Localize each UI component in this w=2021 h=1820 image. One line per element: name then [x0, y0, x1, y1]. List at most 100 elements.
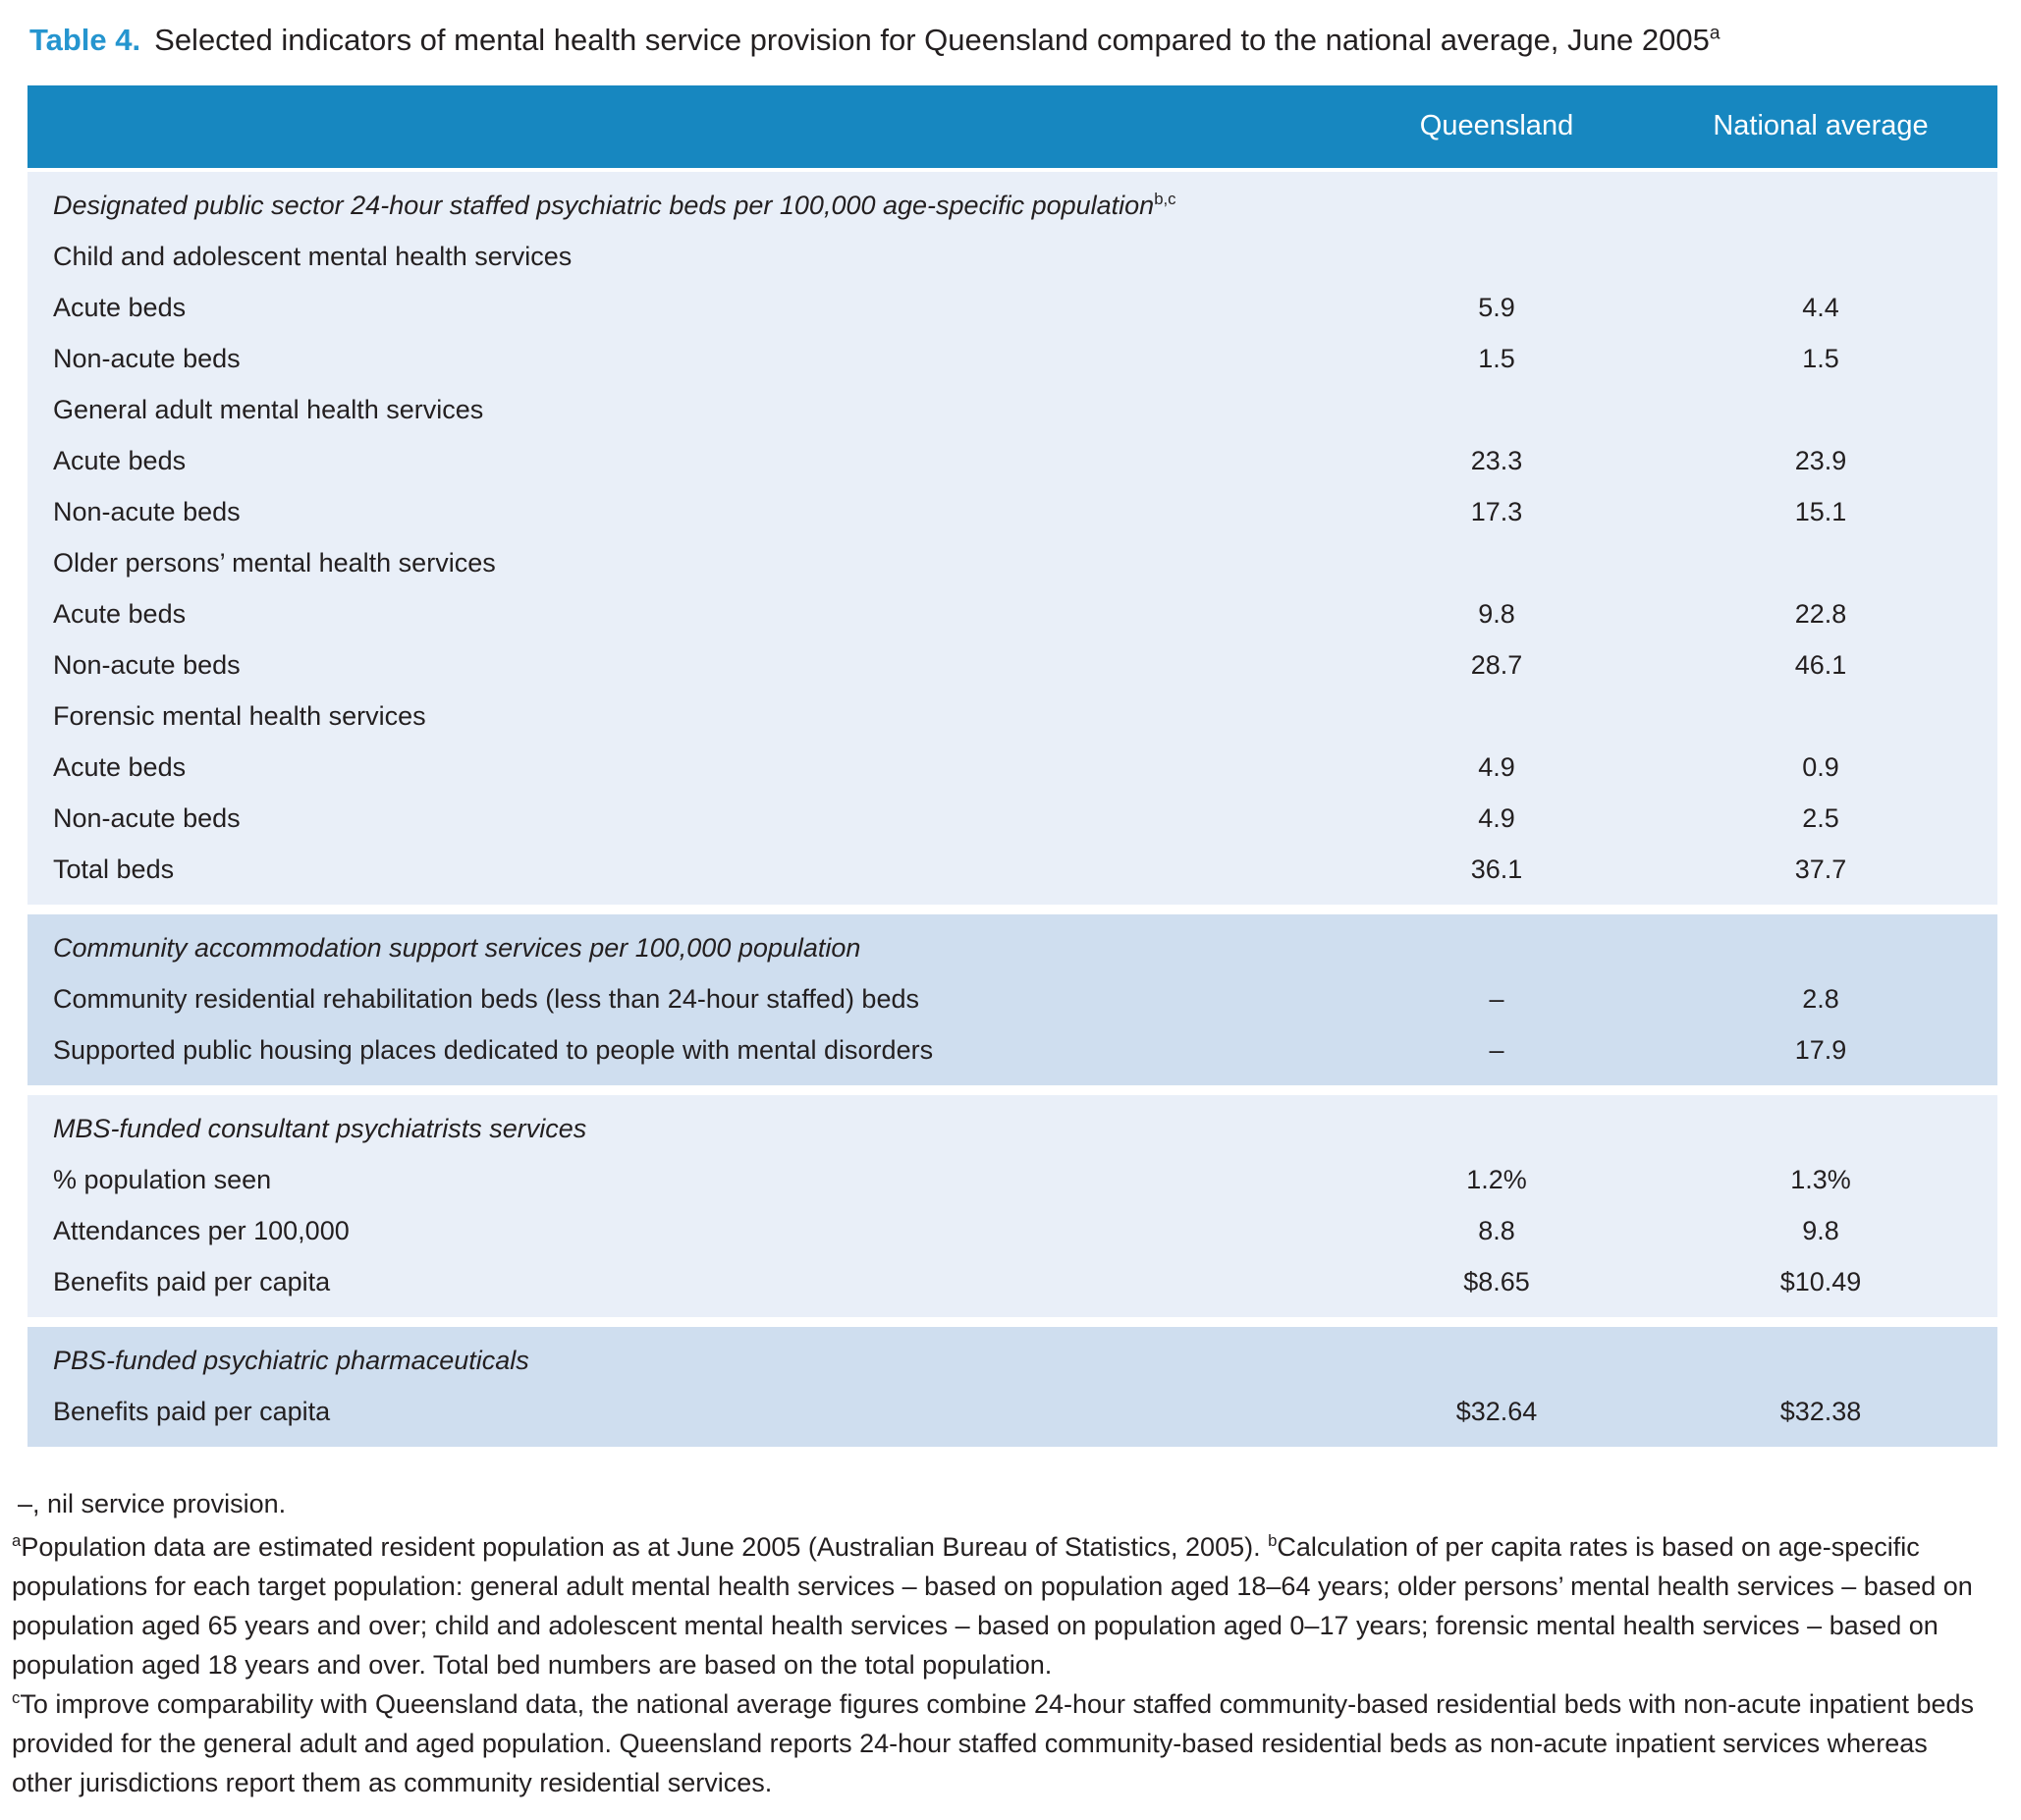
national-value: 9.8 [1802, 1216, 1839, 1246]
national-value: 1.5 [1802, 344, 1839, 374]
row-label: Acute beds [53, 293, 187, 323]
national-value: 37.7 [1794, 855, 1847, 885]
footnote-c-text: To improve comparability with Queensland… [12, 1688, 1975, 1797]
row-label: Acute beds [53, 599, 187, 630]
row-label: Acute beds [53, 446, 187, 476]
table-section-community-accommodation: Community accommodation support services… [27, 913, 1997, 1085]
table-row: Benefits paid per capita $8.65 $10.49 [27, 1257, 1997, 1308]
national-value: 23.9 [1794, 446, 1847, 476]
section-heading-text: Designated public sector 24-hour staffed… [53, 191, 1155, 221]
row-label: Non-acute beds [53, 497, 241, 527]
table-row: Acute beds 5.9 4.4 [27, 283, 1997, 334]
national-value: 15.1 [1794, 497, 1847, 527]
footnote-ab: aPopulation data are estimated resident … [12, 1527, 1994, 1684]
table-footnotes: –, nil service provision. aPopulation da… [12, 1484, 1994, 1802]
row-label: Community residential rehabilitation bed… [53, 984, 919, 1015]
national-value: 4.4 [1802, 293, 1839, 323]
row-label: % population seen [53, 1165, 272, 1195]
section-heading: PBS-funded psychiatric pharmaceuticals [53, 1346, 529, 1376]
footnote-a-marker: a [12, 1530, 22, 1550]
row-label: General adult mental health services [53, 395, 484, 425]
national-value: 2.8 [1802, 984, 1839, 1015]
table-row: Community residential rehabilitation bed… [27, 974, 1997, 1025]
table-section-pbs-funded: PBS-funded psychiatric pharmaceuticals B… [27, 1326, 1997, 1447]
queensland-value: 23.3 [1470, 446, 1523, 476]
footnote-b-text: Calculation of per capita rates is based… [12, 1531, 1973, 1680]
queensland-value: – [1489, 1035, 1504, 1066]
queensland-value: $8.65 [1463, 1267, 1530, 1297]
footnote-c: cTo improve comparability with Queenslan… [12, 1684, 1994, 1802]
queensland-value: 28.7 [1470, 650, 1523, 681]
row-label: Child and adolescent mental health servi… [53, 242, 573, 272]
queensland-value: 9.8 [1478, 599, 1515, 630]
section-heading: Designated public sector 24-hour staffed… [27, 191, 1997, 221]
row-label: Total beds [53, 855, 175, 885]
table-row: Non-acute beds 4.9 2.5 [27, 794, 1997, 845]
national-value: 2.5 [1802, 803, 1839, 834]
section-heading-row: PBS-funded psychiatric pharmaceuticals [27, 1336, 1997, 1387]
queensland-value: 1.2% [1466, 1165, 1527, 1195]
row-label: Non-acute beds [53, 803, 241, 834]
table-row: Acute beds 23.3 23.9 [27, 436, 1997, 487]
table-row: Older persons’ mental health services [27, 538, 1997, 589]
row-label: Supported public housing places dedicate… [53, 1035, 934, 1066]
table-caption: Table 4. Selected indicators of mental he… [29, 22, 1999, 60]
section-heading: MBS-funded consultant psychiatrists serv… [53, 1114, 587, 1144]
row-label: Benefits paid per capita [53, 1267, 331, 1297]
table-row: Attendances per 100,000 8.8 9.8 [27, 1206, 1997, 1257]
caption-footnote-marker: a [1709, 23, 1721, 44]
table-row: % population seen 1.2% 1.3% [27, 1155, 1997, 1206]
table-row: Supported public housing places dedicate… [27, 1025, 1997, 1076]
table-row: Non-acute beds 1.5 1.5 [27, 334, 1997, 385]
row-label: Benefits paid per capita [53, 1397, 331, 1427]
national-value: 17.9 [1794, 1035, 1847, 1066]
queensland-value: – [1489, 984, 1504, 1015]
national-value: 46.1 [1794, 650, 1847, 681]
queensland-value: 4.9 [1478, 803, 1515, 834]
section-heading: Community accommodation support services… [53, 933, 861, 964]
dash-legend: –, nil service provision. [18, 1488, 287, 1518]
table-row: Forensic mental health services [27, 691, 1997, 743]
table-row: Non-acute beds 28.7 46.1 [27, 640, 1997, 691]
table-row: Benefits paid per capita $32.64 $32.38 [27, 1387, 1997, 1438]
national-value: $10.49 [1779, 1267, 1862, 1297]
row-label: Non-acute beds [53, 344, 241, 374]
national-value: 0.9 [1802, 752, 1839, 783]
queensland-value: 17.3 [1470, 497, 1523, 527]
column-header-queensland: Queensland [1419, 110, 1574, 142]
section-heading-row: Designated public sector 24-hour staffed… [27, 181, 1997, 232]
section-heading-row: Community accommodation support services… [27, 923, 1997, 974]
table-row: Total beds 36.1 37.7 [27, 845, 1997, 896]
table-row: Non-acute beds 17.3 15.1 [27, 487, 1997, 538]
section-heading-footnote-marker: b,c [1154, 191, 1176, 209]
queensland-value: 8.8 [1478, 1216, 1515, 1246]
national-value: $32.38 [1779, 1397, 1862, 1427]
table-number: Table 4. [29, 23, 141, 57]
footnote-c-marker: c [12, 1687, 21, 1707]
data-table: Queensland National average Designated p… [27, 84, 1997, 1447]
table-caption-text: Selected indicators of mental health ser… [154, 23, 1710, 57]
table-section-mbs-funded: MBS-funded consultant psychiatrists serv… [27, 1094, 1997, 1317]
footnote-b-marker: b [1268, 1530, 1278, 1550]
row-label: Non-acute beds [53, 650, 241, 681]
footnote-a-text: Population data are estimated resident p… [21, 1531, 1269, 1562]
table-section-psychiatric-beds: Designated public sector 24-hour staffed… [27, 171, 1997, 905]
queensland-value: 4.9 [1478, 752, 1515, 783]
table-header-row: Queensland National average [27, 84, 1997, 168]
queensland-value: 1.5 [1478, 344, 1515, 374]
queensland-value: 5.9 [1478, 293, 1515, 323]
table-row: Acute beds 9.8 22.8 [27, 589, 1997, 640]
row-label: Acute beds [53, 752, 187, 783]
queensland-value: $32.64 [1455, 1397, 1538, 1427]
section-heading-row: MBS-funded consultant psychiatrists serv… [27, 1104, 1997, 1155]
column-header-national-average: National average [1713, 110, 1929, 142]
row-label: Forensic mental health services [53, 701, 426, 732]
row-label: Older persons’ mental health services [53, 548, 496, 579]
row-label: Attendances per 100,000 [53, 1216, 350, 1246]
national-value: 1.3% [1790, 1165, 1851, 1195]
queensland-value: 36.1 [1470, 855, 1523, 885]
table-row: Child and adolescent mental health servi… [27, 232, 1997, 283]
national-value: 22.8 [1794, 599, 1847, 630]
table-row: Acute beds 4.9 0.9 [27, 743, 1997, 794]
